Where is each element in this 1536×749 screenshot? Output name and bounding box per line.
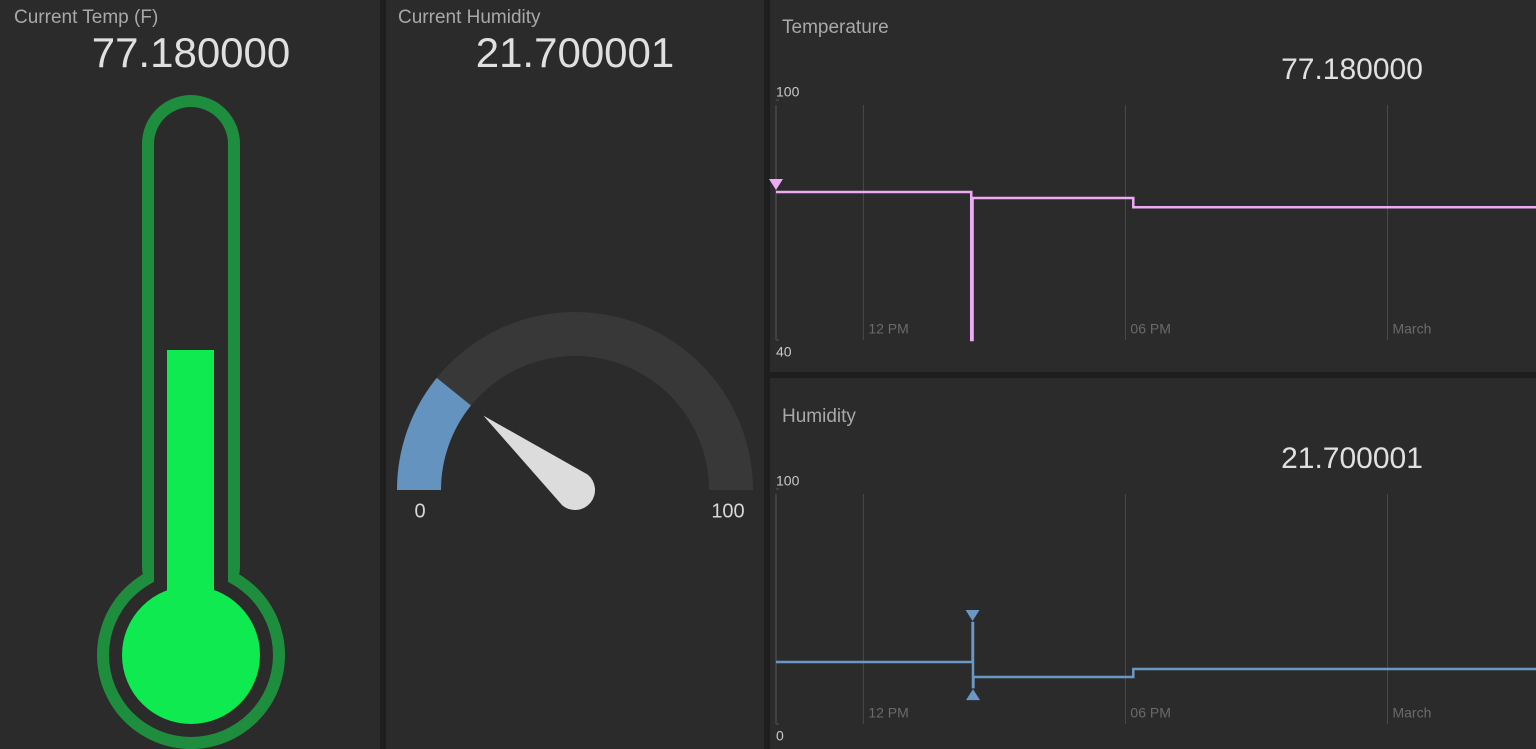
- chart: Humidity 21.700001 12 PM 06 PM March 0 100: [775, 406, 1536, 744]
- max-marker: [965, 609, 980, 621]
- series-line: [776, 621, 1536, 689]
- x-tick-label: 12 PM: [868, 705, 908, 721]
- reading: 77.180000: [92, 29, 291, 76]
- current-value: 21.700001: [1281, 442, 1423, 475]
- gauge-needle: [483, 415, 596, 511]
- x-tick-label: 06 PM: [1130, 321, 1170, 337]
- panel: [770, 0, 1536, 372]
- series-line: [776, 190, 1536, 342]
- panel-title: Temperature: [782, 17, 889, 38]
- gauge-min: 0: [414, 500, 425, 522]
- min-marker: [965, 689, 980, 701]
- panel-title: Current Humidity: [398, 7, 541, 28]
- gauge: [397, 312, 753, 511]
- thermometer: [97, 95, 285, 749]
- y-tick-label: 100: [776, 84, 800, 100]
- gauge-track: [397, 312, 753, 490]
- max-marker: [769, 179, 783, 190]
- gauge-fill: [397, 377, 471, 490]
- chart: Temperature 77.180000 12 PM 06 PM March 40 100: [769, 17, 1536, 360]
- x-tick-label: 06 PM: [1130, 705, 1170, 721]
- panel: [770, 378, 1536, 749]
- x-tick-label: 12 PM: [868, 321, 908, 337]
- panel-title: Humidity: [782, 406, 856, 427]
- gauge-value: 21.700001: [476, 29, 675, 76]
- panel-title: Current Temp (F): [14, 7, 158, 28]
- y-tick-label: 100: [776, 473, 800, 489]
- x-tick-label: March: [1392, 321, 1431, 337]
- x-tick-label: March: [1392, 705, 1431, 721]
- current-value: 77.180000: [1281, 53, 1423, 86]
- y-tick-label: 0: [776, 728, 784, 744]
- gauge-max: 100: [711, 500, 744, 522]
- y-tick-label: 40: [776, 344, 792, 360]
